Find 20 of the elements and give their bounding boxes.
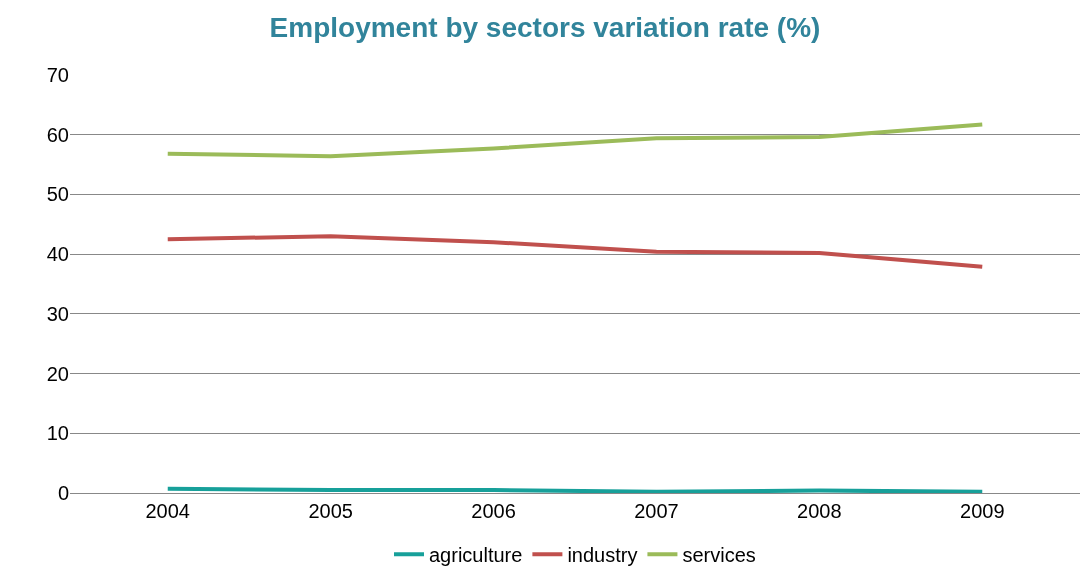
- legend-label: services: [682, 544, 756, 567]
- x-tick-label: 2007: [634, 500, 679, 522]
- y-tick-label: 0: [57, 482, 69, 504]
- x-tick-label: 2004: [145, 500, 190, 522]
- legend-label: industry: [567, 544, 638, 567]
- y-tick-label: 40: [46, 243, 69, 266]
- line-series: [165, 234, 985, 269]
- y-tick-label: 50: [46, 183, 69, 206]
- chart-title: Employment by sectors variation rate (%): [269, 12, 821, 44]
- line-series: [165, 122, 985, 159]
- x-tick-label: 2006: [471, 500, 516, 522]
- x-tick-label: 2009: [960, 500, 1005, 522]
- x-tick-label: 2008: [797, 500, 842, 522]
- y-tick-label: 30: [46, 302, 69, 325]
- y-tick-label: 70: [46, 64, 69, 86]
- y-tick-label: 60: [46, 123, 69, 146]
- x-tick-label: 2005: [308, 500, 353, 522]
- y-tick-label: 10: [46, 422, 69, 445]
- legend-label: agriculture: [429, 544, 523, 567]
- y-tick-label: 20: [46, 362, 69, 385]
